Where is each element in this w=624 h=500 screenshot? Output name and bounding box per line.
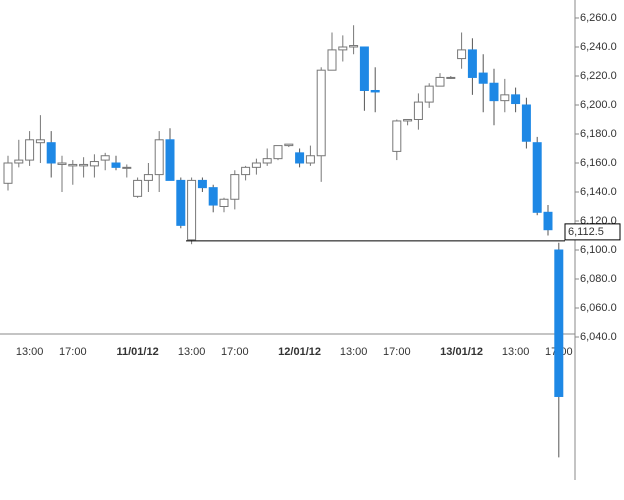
- candle-body: [403, 118, 413, 122]
- candle-body: [89, 161, 99, 167]
- last-price-box: [564, 223, 621, 241]
- candle-body: [154, 139, 164, 176]
- last-price-label: 6,112.5: [568, 226, 604, 238]
- candle-body: [284, 143, 294, 147]
- candle-body: [143, 174, 153, 181]
- candle-body: [338, 46, 348, 51]
- x-tick-label: 17:00: [59, 346, 87, 358]
- candle-body: [165, 139, 175, 181]
- x-tick-label: 13:00: [502, 346, 530, 358]
- candle-body: [208, 187, 218, 206]
- y-tick-label: 6,240.0: [580, 41, 617, 53]
- y-tick-label: 6,260.0: [580, 12, 617, 24]
- candle-body: [446, 76, 456, 79]
- x-tick-label: 13/01/12: [440, 346, 483, 358]
- x-tick-label: 11/01/12: [116, 346, 158, 358]
- x-tick-label: 17:00: [221, 346, 249, 358]
- candle-body: [392, 120, 402, 152]
- candle-body: [554, 249, 564, 397]
- x-tick-label: 13:00: [16, 346, 44, 358]
- candle-body: [68, 163, 78, 167]
- candle-body: [500, 94, 510, 102]
- candle-body: [122, 166, 132, 169]
- candle-body: [521, 104, 531, 142]
- candle-body: [219, 198, 229, 208]
- candle-body: [305, 155, 315, 164]
- candle-body: [3, 162, 13, 184]
- y-tick-label: 6,220.0: [580, 70, 617, 82]
- x-tick-label: 12/01/12: [278, 346, 321, 358]
- candle-body: [316, 69, 326, 157]
- candle-body: [370, 89, 380, 93]
- candle-body: [133, 179, 143, 197]
- y-tick-label: 6,160.0: [580, 157, 617, 169]
- y-tick-label: 6,100.0: [580, 244, 617, 256]
- y-tick-label: 6,140.0: [580, 186, 617, 198]
- y-tick-label: 6,180.0: [580, 128, 617, 140]
- y-tick-label: 6,060.0: [580, 302, 617, 314]
- candle-body: [176, 179, 186, 226]
- y-tick-label: 6,200.0: [580, 99, 617, 111]
- candle-body: [511, 94, 521, 105]
- candle-body: [413, 101, 423, 120]
- candle-body: [327, 49, 337, 71]
- candle-body: [100, 155, 110, 161]
- candle-body: [241, 166, 251, 176]
- x-tick-label: 13:00: [340, 346, 368, 358]
- candle-body: [262, 158, 272, 164]
- candle-body: [14, 159, 24, 164]
- candle-body: [79, 163, 89, 167]
- candle-body: [251, 162, 261, 168]
- candle-body: [295, 152, 305, 164]
- candle-body: [230, 174, 240, 200]
- candle-body: [467, 49, 477, 78]
- x-tick-label: 13:00: [178, 346, 206, 358]
- candle-body: [25, 139, 35, 161]
- candle-body: [478, 72, 488, 84]
- x-tick-label: 17:00: [383, 346, 411, 358]
- candle-body: [111, 162, 121, 168]
- candle-body: [197, 179, 207, 189]
- candle-body: [349, 45, 359, 48]
- candle-body: [457, 49, 467, 60]
- candle-body: [359, 46, 369, 91]
- candle-body: [273, 145, 283, 160]
- candle-body: [435, 76, 445, 87]
- candle-body: [187, 179, 197, 241]
- candle-body: [424, 85, 434, 103]
- candle-body: [35, 139, 45, 144]
- candle-body: [532, 142, 542, 213]
- candle-body: [543, 211, 553, 231]
- candle-body: [57, 162, 67, 165]
- y-tick-label: 6,080.0: [580, 273, 617, 285]
- y-tick-label: 6,040.0: [580, 331, 617, 343]
- candle-body: [46, 142, 56, 164]
- candle-body: [489, 82, 499, 102]
